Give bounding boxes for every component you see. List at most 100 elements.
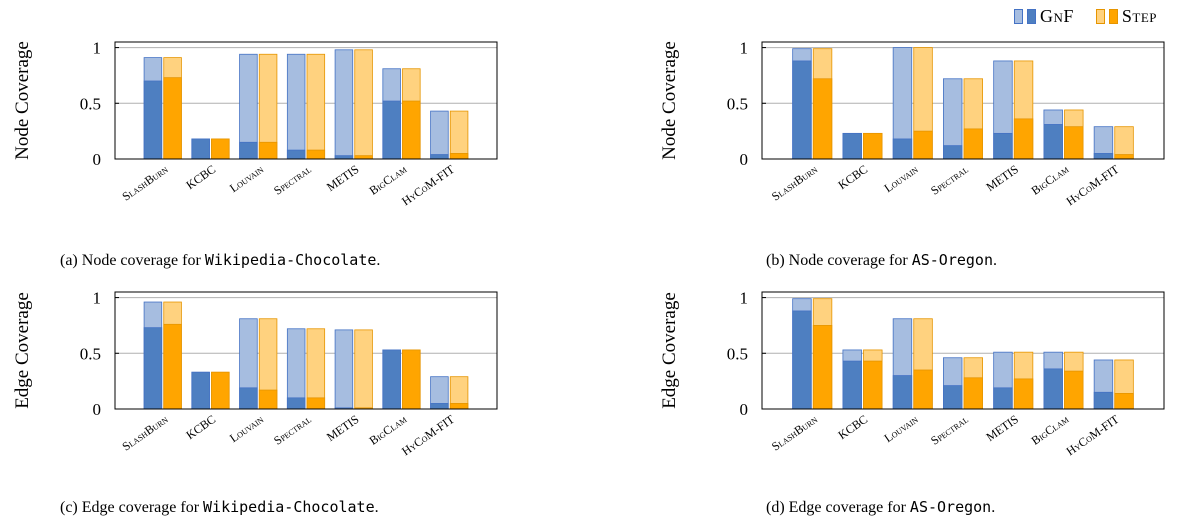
x-tick-label-metis: METIS [983, 412, 1021, 444]
caption-a: (a) Node coverage for Wikipedia-Chocolat… [60, 251, 380, 270]
bar-gnf-part-bigclam [1043, 124, 1063, 160]
plot-frame [761, 291, 1165, 410]
y-tick-label: 0.5 [80, 344, 101, 363]
chart-panel-d: Edge Coverage 0 0.5 1 SlashBurn KCBC Louvain Sp… [659, 289, 1165, 459]
chart-panel-c: Edge Coverage 0 0.5 1 SlashBurn KCBC Louvain Sp… [12, 289, 498, 458]
bar-step-part-slashburn [163, 323, 182, 410]
y-tick-label: 1 [740, 39, 749, 58]
y-tick-label: 0.5 [80, 94, 101, 113]
bar-step-part-hycom-fit [449, 403, 469, 410]
bar-step-part-hycom-fit [1114, 393, 1134, 410]
bar-step-part-metis [354, 155, 373, 160]
y-tick-label: 0 [93, 400, 102, 419]
x-tick-label-slashburn: SlashBurn [119, 412, 170, 454]
caption-c-suffix: . [374, 499, 379, 516]
bar-step-part-metis [1013, 378, 1034, 410]
bar-step-part-louvain [258, 141, 278, 160]
caption-b-prefix: (b) Node coverage for [766, 252, 912, 269]
x-tick-label-kcbc: KCBC [183, 162, 218, 192]
bar-step-part-metis [1013, 118, 1034, 160]
x-tick-label-metis: METIS [324, 412, 362, 444]
bar-gnf-part-metis [993, 387, 1013, 410]
bar-step-part-kcbc [211, 138, 230, 160]
y-tick-label: 0.5 [727, 344, 748, 363]
bar-gnf-part-hycom-fit [1093, 153, 1114, 160]
bar-gnf-total-metis [334, 49, 354, 160]
y-axis-label: Edge Coverage [12, 292, 33, 409]
caption-b-dataset: AS-Oregon [911, 251, 993, 269]
x-tick-label-metis: METIS [324, 162, 362, 194]
bar-step-part-louvain [913, 369, 933, 410]
x-tick-label-slashburn: SlashBurn [769, 412, 820, 454]
y-tick-label: 0 [93, 150, 102, 169]
legend-swatch-step-light [1095, 9, 1105, 24]
bar-gnf-part-spectral [943, 385, 963, 410]
x-tick-label-louvain: Louvain [227, 412, 266, 445]
bar-gnf-part-hycom-fit [430, 403, 449, 410]
bar-gnf-total-spectral [286, 53, 306, 160]
x-tick-label-louvain: Louvain [881, 162, 920, 195]
chart-panel-a: Node Coverage 0 0.5 1 SlashBurn KCBC Louvain Sp… [12, 39, 498, 208]
caption-a-dataset: Wikipedia-Chocolate [204, 251, 377, 269]
y-axis-label: Node Coverage [12, 41, 33, 160]
legend-swatch-gnf-light [1013, 9, 1023, 24]
x-tick-label-bigclam: BigClam [367, 412, 410, 448]
legend-label-gnf: GnF [1039, 6, 1074, 26]
y-tick-label: 1 [93, 39, 102, 58]
x-tick-label-bigclam: BigClam [1029, 162, 1072, 198]
bar-gnf-part-metis [334, 155, 354, 160]
y-tick-label: 0 [740, 400, 749, 419]
bar-gnf-part-spectral [943, 145, 963, 160]
caption-c-prefix: (c) Edge coverage for [60, 499, 204, 516]
caption-b: (b) Node coverage for AS-Oregon. [766, 251, 997, 270]
bar-gnf-part-kcbc [842, 132, 862, 160]
caption-d-prefix: (d) Edge coverage for [766, 499, 910, 516]
bar-step-part-bigclam [1064, 370, 1084, 410]
x-tick-label-slashburn: SlashBurn [769, 162, 820, 204]
bar-step-part-spectral [306, 397, 326, 410]
x-tick-label-kcbc: KCBC [183, 412, 218, 442]
legend-item-gnf: GnF [1013, 6, 1074, 27]
bar-step-part-hycom-fit [1114, 154, 1134, 160]
x-tick-label-spectral: Spectral [928, 412, 971, 448]
bar-step-part-slashburn [812, 325, 833, 410]
bar-gnf-part-bigclam [382, 349, 401, 410]
y-axis-label: Node Coverage [659, 41, 680, 160]
bar-step-part-spectral [963, 128, 983, 160]
plot-frame [114, 41, 498, 160]
y-axis-label: Edge Coverage [659, 292, 680, 409]
caption-d-dataset: AS-Oregon [909, 498, 992, 516]
caption-d-suffix: . [991, 499, 996, 516]
bar-step-part-spectral [963, 377, 983, 410]
caption-c: (c) Edge coverage for Wikipedia-Chocolat… [60, 498, 379, 517]
bar-gnf-part-slashburn [792, 310, 812, 410]
bar-step-part-kcbc [211, 371, 230, 410]
x-tick-label-louvain: Louvain [881, 412, 920, 445]
bar-step-part-kcbc [863, 132, 883, 160]
bar-step-total-hycom-fit [449, 110, 469, 160]
x-tick-label-spectral: Spectral [271, 412, 314, 448]
bar-step-part-bigclam [1064, 126, 1084, 160]
bar-gnf-total-metis [334, 329, 354, 410]
bar-gnf-part-louvain [239, 387, 258, 410]
legend-label-step: Step [1121, 6, 1157, 26]
x-tick-label-hycom-fit: HyCoM-FIT [1064, 412, 1122, 459]
bar-gnf-total-hycom-fit [430, 110, 449, 160]
x-tick-label-kcbc: KCBC [835, 412, 870, 442]
bar-gnf-part-metis [993, 132, 1013, 160]
x-tick-label-spectral: Spectral [928, 162, 971, 198]
chart-panel-b: Node Coverage 0 0.5 1 SlashBurn KCBC Louvain Sp… [659, 39, 1165, 208]
bar-step-total-spectral [306, 53, 326, 160]
bar-step-part-louvain [913, 130, 933, 160]
bar-step-part-bigclam [402, 100, 421, 160]
bar-gnf-part-hycom-fit [1093, 391, 1114, 410]
legend-swatch-step-dark [1108, 9, 1118, 24]
bar-gnf-part-bigclam [382, 100, 401, 160]
chart-legend: GnF Step [998, 6, 1157, 27]
x-tick-label-spectral: Spectral [271, 162, 314, 198]
bar-gnf-part-kcbc [191, 371, 210, 410]
x-tick-label-louvain: Louvain [227, 162, 266, 195]
bar-step-part-kcbc [863, 360, 883, 410]
bar-gnf-part-spectral [286, 149, 306, 160]
bar-gnf-part-slashburn [792, 60, 812, 160]
